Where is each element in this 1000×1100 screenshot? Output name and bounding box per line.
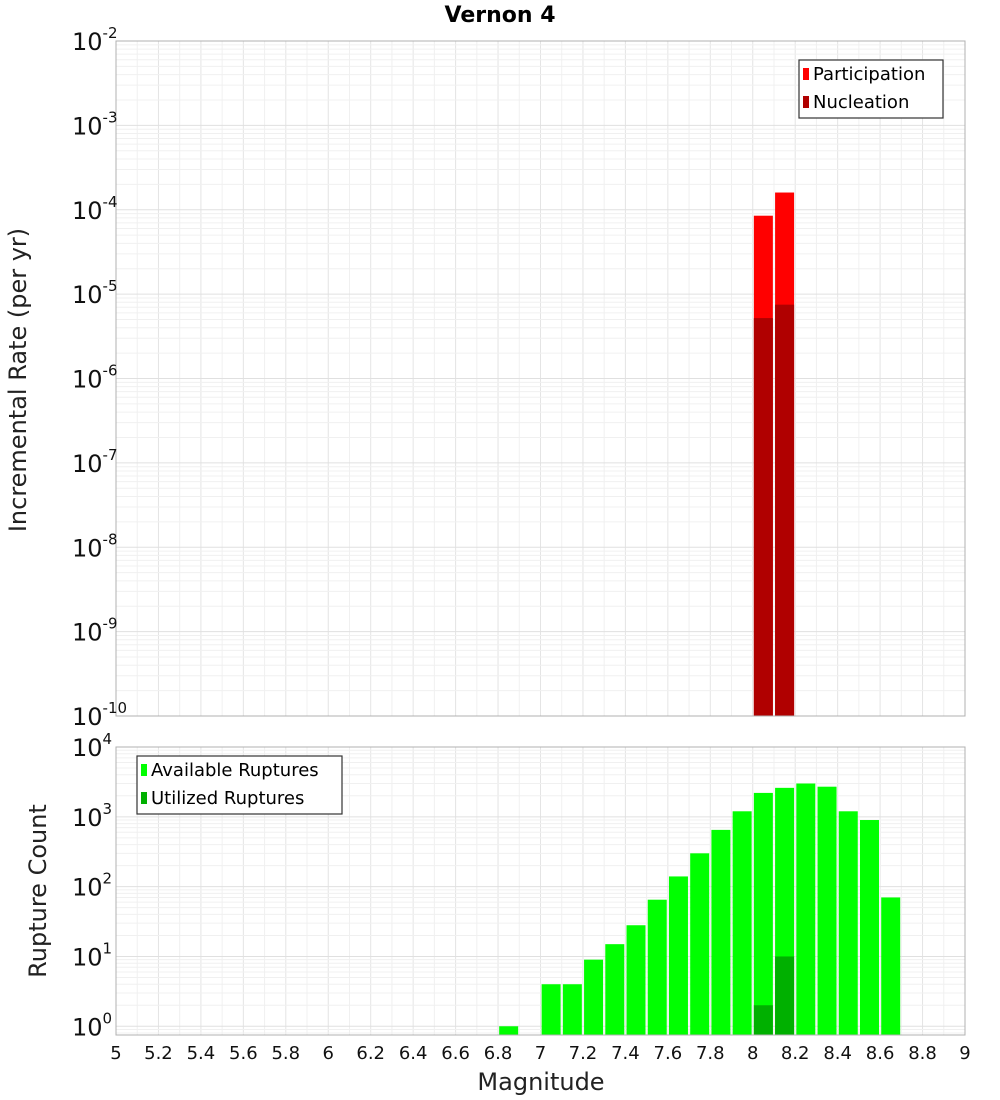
top-legend-swatch <box>803 96 809 108</box>
bottom-legend-swatch <box>141 764 147 776</box>
bottom-plot-panel: 100 101 102 103 104 Available Ruptures Utilize… <box>72 730 971 1064</box>
x-tick-label: 8.4 <box>823 1043 852 1064</box>
top-y-tick-label: 10-4 <box>72 193 118 225</box>
x-tick-label: 6.4 <box>399 1043 428 1064</box>
top-y-axis-label: Incremental Rate (per yr) <box>4 228 32 532</box>
bottom-bar-series1 <box>753 792 773 1035</box>
top-plot-frame <box>115 40 966 717</box>
bottom-bar-series1 <box>626 925 646 1035</box>
bottom-legend: Available Ruptures Utilized Ruptures <box>136 755 343 815</box>
bottom-y-tick-label: 104 <box>72 730 112 762</box>
bottom-bar-series1 <box>605 944 625 1035</box>
x-axis-label: Magnitude <box>477 1068 604 1096</box>
bottom-y-tick-label: 102 <box>72 870 112 902</box>
top-bar-series2 <box>753 318 773 716</box>
bottom-legend-swatch <box>141 792 147 804</box>
bottom-bars <box>499 783 901 1035</box>
top-bar-series2 <box>775 304 795 716</box>
bottom-bar-series2 <box>775 956 795 1035</box>
bottom-bar-series1 <box>562 984 582 1035</box>
bottom-plot-frame <box>115 746 966 1036</box>
bottom-bar-series1 <box>711 829 731 1035</box>
top-y-tick-label: 10-9 <box>72 615 118 647</box>
bottom-bar-series2 <box>753 1005 773 1035</box>
x-tick-label: 9 <box>959 1043 970 1064</box>
top-y-tick-label: 10-7 <box>72 446 118 478</box>
x-tick-label: 5.6 <box>229 1043 258 1064</box>
x-tick-label: 6.2 <box>356 1043 385 1064</box>
x-tick-label: 8.8 <box>908 1043 937 1064</box>
x-tick-label: 6 <box>323 1043 334 1064</box>
bottom-legend-label: Utilized Ruptures <box>151 788 304 809</box>
x-tick-label: 8.2 <box>781 1043 810 1064</box>
top-legend-swatch <box>803 68 809 80</box>
x-tick-label: 5 <box>110 1043 121 1064</box>
top-y-tick-label: 10-2 <box>72 24 118 56</box>
top-bars <box>753 192 795 717</box>
top-plot-panel: 10-10 10-9 10-8 10-7 10-6 10-5 10-4 10-3 10-2 Par… <box>72 24 966 731</box>
x-tick-label: 6.6 <box>441 1043 470 1064</box>
x-tick-label: 7.8 <box>696 1043 725 1064</box>
x-tick-label: 5.2 <box>144 1043 173 1064</box>
x-tick-label: 7.4 <box>611 1043 640 1064</box>
top-legend-label: Participation <box>813 64 925 85</box>
bottom-y-tick-label: 101 <box>72 939 112 971</box>
x-tick-label: 6.8 <box>484 1043 513 1064</box>
bottom-bar-series1 <box>859 820 879 1035</box>
bottom-bar-series1 <box>647 899 667 1035</box>
bottom-grid <box>115 747 966 1035</box>
x-tick-label: 5.4 <box>187 1043 216 1064</box>
x-tick-label: 7.2 <box>569 1043 598 1064</box>
bottom-y-tick-label: 103 <box>72 800 112 832</box>
top-y-tick-label: 10-6 <box>72 362 118 394</box>
bottom-bar-series1 <box>881 897 901 1035</box>
top-legend-label: Nucleation <box>813 92 909 113</box>
x-tick-label: 8 <box>747 1043 758 1064</box>
bottom-legend-label: Available Ruptures <box>151 760 319 781</box>
top-legend: Participation Nucleation <box>798 59 944 119</box>
x-tick-label: 5.8 <box>271 1043 300 1064</box>
bottom-y-tick-label: 100 <box>72 1009 112 1041</box>
top-grid <box>115 41 966 717</box>
top-y-tick-label: 10-10 <box>72 699 127 731</box>
bottom-bar-series1 <box>690 853 710 1035</box>
chart-title: Vernon 4 <box>445 3 556 28</box>
bottom-bar-series1 <box>584 959 604 1035</box>
x-tick-label: 7 <box>535 1043 546 1064</box>
top-y-tick-label: 10-8 <box>72 530 118 562</box>
bottom-legend-box <box>136 755 343 815</box>
bottom-bar-series1 <box>668 876 688 1035</box>
bottom-y-axis-label: Rupture Count <box>24 804 52 978</box>
top-y-tick-label: 10-3 <box>72 108 118 140</box>
bottom-bar-series1 <box>732 811 752 1035</box>
bottom-bar-series1 <box>499 1026 519 1035</box>
top-legend-box <box>798 59 944 119</box>
bottom-bar-series1 <box>796 783 816 1035</box>
bottom-bar-series1 <box>838 811 858 1035</box>
top-y-tick-label: 10-5 <box>72 277 118 309</box>
bottom-bar-series1 <box>817 786 837 1035</box>
bottom-bar-series1 <box>541 984 561 1035</box>
x-tick-label: 7.6 <box>654 1043 683 1064</box>
x-tick-label: 8.6 <box>866 1043 895 1064</box>
